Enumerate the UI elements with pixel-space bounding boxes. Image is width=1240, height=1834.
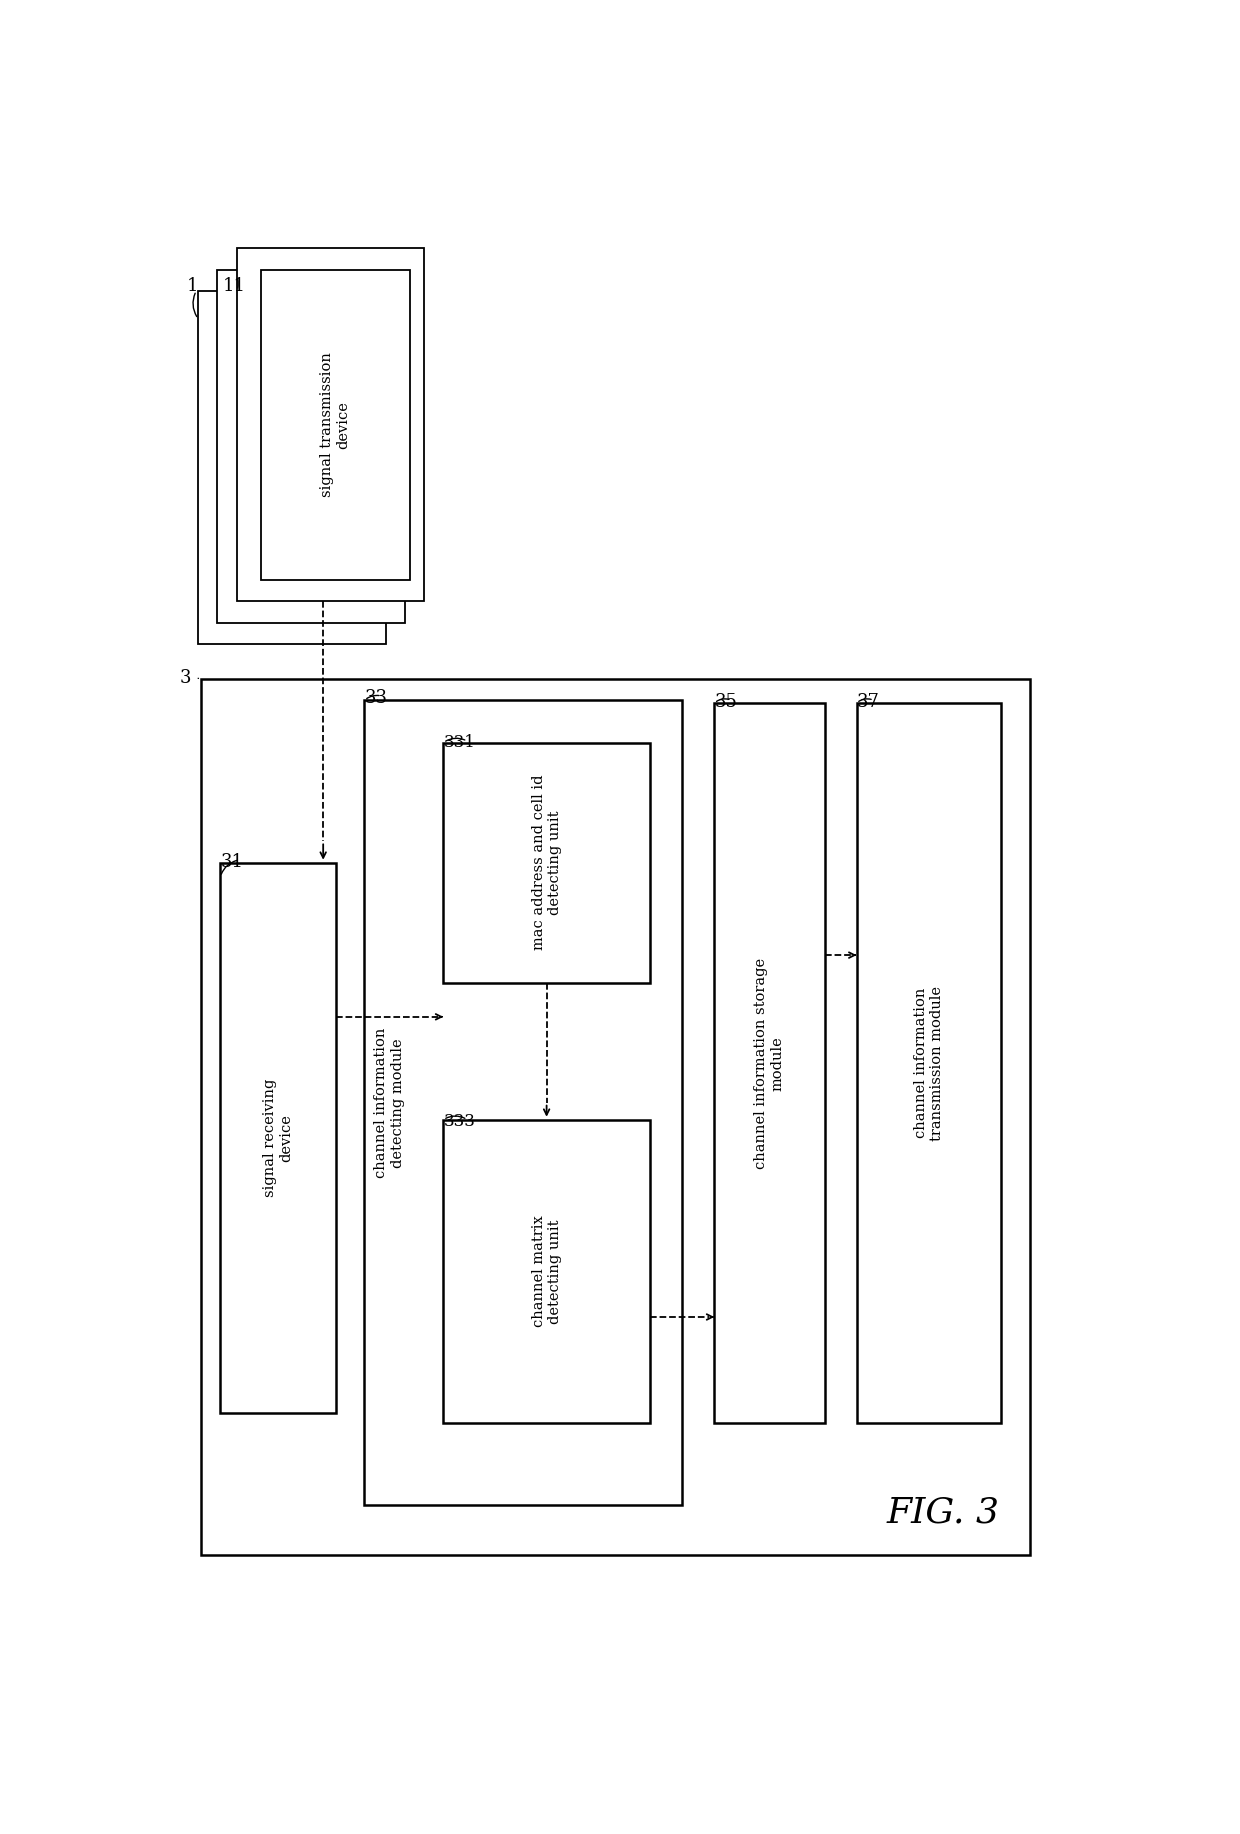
Text: channel matrix
detecting unit: channel matrix detecting unit	[532, 1216, 562, 1328]
Text: mac address and cell id
detecting unit: mac address and cell id detecting unit	[532, 776, 562, 950]
Text: 331: 331	[444, 734, 475, 752]
Text: 33: 33	[365, 690, 387, 706]
Text: channel information
detecting module: channel information detecting module	[374, 1027, 404, 1177]
Bar	[857, 702, 1001, 1423]
Bar	[201, 679, 1029, 1555]
Text: 1: 1	[187, 277, 198, 295]
Bar	[444, 743, 650, 983]
Bar	[444, 1119, 650, 1423]
Text: 37: 37	[857, 693, 879, 712]
Bar	[260, 270, 409, 580]
Text: 31: 31	[221, 853, 243, 871]
Bar	[714, 702, 825, 1423]
Bar	[365, 701, 682, 1506]
Bar	[217, 270, 404, 622]
Bar	[198, 290, 386, 644]
Text: signal receiving
device: signal receiving device	[263, 1078, 293, 1198]
Text: 11: 11	[222, 277, 246, 295]
Text: 3: 3	[180, 669, 191, 688]
Text: signal transmission
device: signal transmission device	[320, 352, 350, 497]
Bar	[237, 248, 424, 602]
Text: 35: 35	[714, 693, 737, 712]
Text: channel information
transmission module: channel information transmission module	[914, 985, 944, 1141]
Bar	[221, 862, 336, 1414]
Text: 333: 333	[444, 1113, 475, 1130]
Text: channel information storage
module: channel information storage module	[754, 957, 785, 1168]
Text: FIG. 3: FIG. 3	[887, 1495, 999, 1530]
